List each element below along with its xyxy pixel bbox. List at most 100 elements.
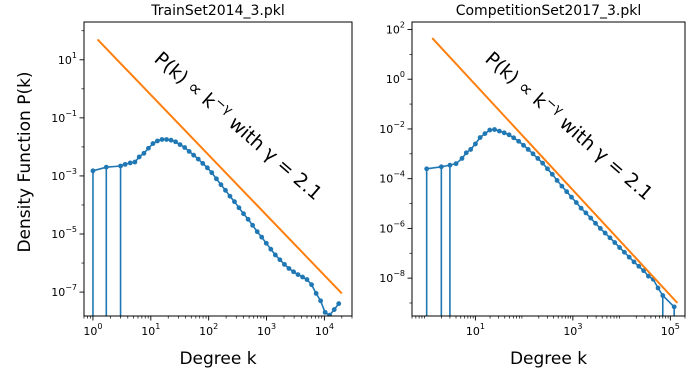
degree-distribution-line <box>92 138 340 316</box>
data-point <box>291 269 296 275</box>
data-point <box>103 164 109 170</box>
data-point <box>268 246 274 252</box>
plot-frame <box>83 21 353 317</box>
data-point <box>245 216 251 222</box>
x-axis-label: Degree k <box>179 349 256 369</box>
data-point <box>227 193 233 199</box>
data-point <box>118 163 123 169</box>
data-point <box>447 162 453 168</box>
y-tick-label: 10−2 <box>379 120 405 136</box>
y-tick-label: 10−6 <box>379 219 405 235</box>
data-point <box>132 159 138 165</box>
data-point <box>521 142 526 148</box>
data-point <box>146 145 151 151</box>
data-point <box>322 309 328 315</box>
data-point <box>277 257 283 263</box>
data-point <box>453 161 459 167</box>
data-point <box>516 138 522 144</box>
x-tick-label: 104 <box>315 322 334 338</box>
data-point <box>671 304 677 310</box>
data-point <box>282 261 287 267</box>
data-point <box>573 200 579 205</box>
data-point <box>564 189 570 195</box>
x-tick-label: 103 <box>257 322 276 338</box>
data-point <box>309 282 314 288</box>
data-point <box>530 151 536 157</box>
data-point <box>593 220 598 226</box>
y-tick-label: 100 <box>386 70 405 86</box>
power-law-fit-line <box>96 38 343 295</box>
y-tick-label: 10−8 <box>379 269 405 285</box>
data-point <box>331 307 337 312</box>
x-tick-label: 101 <box>141 322 160 338</box>
data-point <box>535 156 541 161</box>
x-tick-label: 105 <box>661 322 680 338</box>
data-point <box>336 301 342 307</box>
data-point <box>607 235 613 241</box>
data-point <box>141 150 147 156</box>
chart-panel-1: TrainSet2014_3.pkl Degree k 100 101 102 103 10… <box>51 3 353 369</box>
y-tick-label: 10−1 <box>51 109 77 125</box>
data-point <box>617 245 622 250</box>
data-point <box>578 205 584 211</box>
data-point <box>318 298 324 304</box>
data-point <box>195 156 201 162</box>
data-point <box>122 161 128 167</box>
data-point <box>218 182 224 188</box>
data-point <box>191 152 197 158</box>
data-point <box>250 222 256 228</box>
data-point <box>602 230 608 236</box>
data-point <box>554 178 560 183</box>
data-point <box>559 183 565 189</box>
data-point <box>646 273 651 279</box>
data-point <box>525 147 531 152</box>
chart-title: CompetitionSet2017_3.pkl <box>456 3 642 19</box>
y-tick-label: 102 <box>386 20 405 36</box>
data-point <box>583 210 589 216</box>
data-point <box>200 161 206 166</box>
data-point <box>186 148 192 154</box>
data-point <box>496 128 502 134</box>
data-point <box>511 135 517 141</box>
data-point <box>313 291 319 296</box>
data-point <box>263 240 269 246</box>
power-law-annotation: P(k) ∝ k−γ with γ = 2.1 <box>150 46 328 205</box>
data-point <box>209 170 215 176</box>
data-point <box>204 165 210 171</box>
y-tick-label: 101 <box>58 51 77 67</box>
data-point <box>90 168 96 174</box>
data-point <box>295 272 301 277</box>
data-point <box>612 240 618 245</box>
x-tick-label: 102 <box>199 322 218 338</box>
data-point <box>236 205 242 211</box>
chart-title: TrainSet2014_3.pkl <box>150 3 284 19</box>
x-tick-label: 100 <box>83 322 102 338</box>
plot-area <box>90 38 343 316</box>
data-point <box>150 141 156 146</box>
data-point <box>487 127 493 133</box>
data-point <box>636 263 642 269</box>
data-point <box>159 137 165 142</box>
data-point <box>477 135 483 140</box>
chart-panel-2: CompetitionSet2017_3.pkl Degree k 101 103 10… <box>379 3 686 369</box>
data-point <box>424 166 430 172</box>
y-axis-label: Density Function P(k) <box>15 71 35 252</box>
plot-area <box>424 37 679 316</box>
x-axis-label: Degree k <box>510 349 587 369</box>
data-point <box>501 130 507 136</box>
degree-distribution-line <box>426 128 675 308</box>
data-point <box>468 147 474 152</box>
data-point <box>438 164 444 170</box>
y-tick-label: 10−5 <box>51 225 77 241</box>
data-point <box>641 268 647 274</box>
data-point <box>304 277 310 282</box>
data-point <box>631 259 637 265</box>
data-point <box>545 166 550 172</box>
data-point <box>506 132 512 138</box>
plot-frame <box>411 21 686 317</box>
data-point <box>241 211 246 217</box>
power-law-annotation: P(k) ∝ k−γ with γ = 2.1 <box>481 46 659 205</box>
data-point <box>232 199 237 205</box>
data-point <box>182 145 188 150</box>
